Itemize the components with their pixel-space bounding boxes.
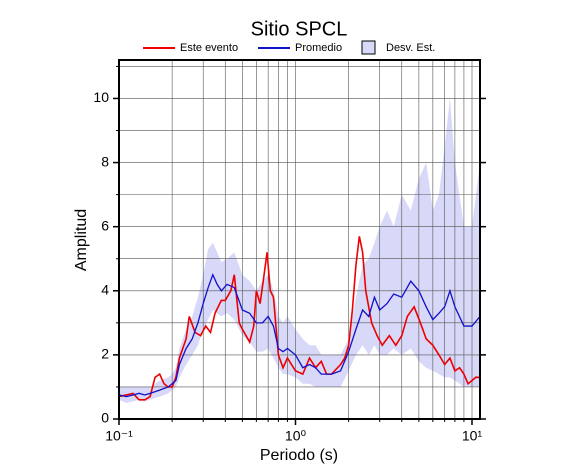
x-tick-label: 10¹ [462,428,483,444]
y-tick-label: 8 [101,153,109,169]
legend-label: Promedio [295,42,342,54]
legend-swatch [361,40,376,55]
y-axis-label: Amplitud [73,209,90,271]
chart-title: Sitio SPCL [251,18,348,40]
legend-label: Este evento [180,42,238,54]
y-tick-label: 10 [93,89,109,105]
x-tick-label: 10⁰ [285,428,307,444]
x-axis-label: Periodo (s) [260,447,338,464]
y-tick-label: 0 [101,410,109,426]
data-line [118,273,481,398]
y-tick-label: 4 [101,281,109,297]
std-band [119,98,480,403]
legend-label: Desv. Est. [386,42,435,54]
y-tick-label: 6 [101,217,109,233]
plot-frame [118,59,481,420]
x-tick-label: 10⁻¹ [105,428,133,444]
y-tick-label: 2 [101,346,109,362]
data-line [118,236,480,401]
